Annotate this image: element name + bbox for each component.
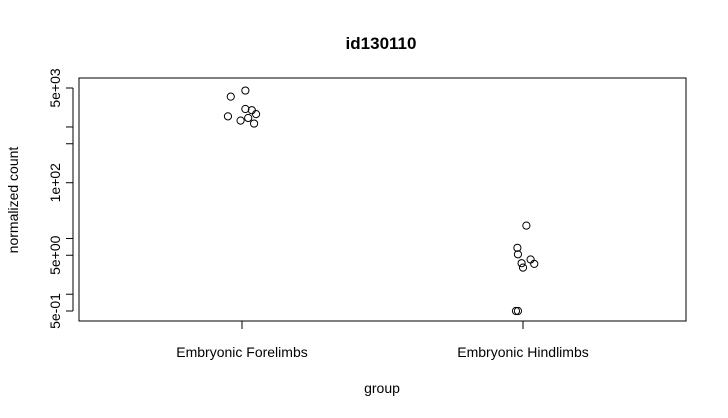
y-tick-label: 5e+00 [47, 235, 63, 275]
data-point [247, 106, 256, 115]
data-point [236, 116, 245, 125]
data-point [223, 112, 233, 121]
data-point [226, 92, 235, 101]
data-point [518, 263, 528, 272]
data-point [517, 259, 526, 268]
x-tick-label: Embryonic Forelimbs [176, 344, 307, 360]
data-point [244, 113, 253, 123]
y-axis: 5e-01 5e+00 1e+02 5e+03 [47, 68, 74, 329]
data-point [241, 86, 250, 95]
x-tick-label: Embryonic Hindlimbs [457, 344, 588, 360]
data-point [522, 221, 531, 230]
chart-title: id130110 [346, 34, 417, 53]
data-point [530, 259, 539, 268]
x-axis-label: group [364, 380, 400, 396]
data-point [511, 306, 521, 316]
data-point [526, 255, 535, 264]
data-point [251, 110, 261, 119]
data-point [241, 104, 250, 114]
x-axis: Embryonic Forelimbs Embryonic Hindlimbs [176, 321, 589, 360]
data-point [249, 119, 259, 128]
y-tick-label: 5e+03 [47, 68, 63, 108]
data-point [513, 243, 522, 252]
y-tick-label: 1e+02 [47, 163, 63, 203]
y-tick-label: 5e-01 [47, 293, 63, 329]
data-point [513, 306, 523, 316]
y-axis-label: normalized count [5, 147, 21, 254]
data-points [223, 86, 539, 316]
plot-area [78, 77, 687, 322]
data-point [513, 250, 523, 259]
